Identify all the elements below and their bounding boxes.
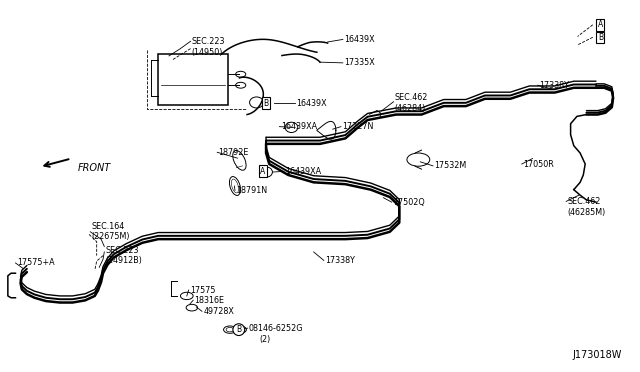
Text: 49728X: 49728X [204, 307, 234, 316]
Text: 17502Q: 17502Q [393, 198, 425, 206]
Text: FRONT: FRONT [77, 163, 111, 173]
Text: 17575: 17575 [190, 286, 216, 295]
Text: SEC.223: SEC.223 [106, 246, 139, 255]
Text: 08146-6252G: 08146-6252G [249, 324, 303, 333]
Text: (14912B): (14912B) [106, 256, 143, 265]
Text: (2): (2) [260, 335, 271, 344]
Text: 17532M: 17532M [434, 161, 467, 170]
Text: 17338Y: 17338Y [539, 81, 569, 90]
Text: B: B [236, 325, 241, 334]
Text: SEC.462: SEC.462 [395, 93, 428, 102]
Text: SEC.223: SEC.223 [192, 37, 225, 46]
Text: A: A [598, 20, 603, 29]
Text: B: B [598, 33, 603, 42]
Text: SEC.164: SEC.164 [92, 222, 125, 231]
Text: SEC.462: SEC.462 [568, 197, 601, 206]
Text: 17227N: 17227N [342, 122, 374, 131]
Text: (22675M): (22675M) [92, 232, 130, 241]
Text: 17050R: 17050R [523, 160, 554, 169]
Text: 17338Y: 17338Y [325, 256, 355, 265]
Text: 18792E: 18792E [218, 148, 249, 157]
Text: 18791N: 18791N [236, 186, 268, 195]
Text: 17335X: 17335X [344, 58, 375, 67]
Text: (46285M): (46285M) [568, 208, 605, 217]
Text: (14950): (14950) [192, 48, 223, 57]
Text: 18316E: 18316E [195, 296, 225, 305]
Text: 16439XA: 16439XA [285, 167, 321, 176]
Text: 17575+A: 17575+A [17, 259, 54, 267]
Text: A: A [260, 167, 266, 176]
Text: 16439XA: 16439XA [281, 122, 317, 131]
Text: J173018W: J173018W [572, 350, 621, 360]
Text: 16439X: 16439X [296, 99, 327, 108]
Text: 16439X: 16439X [344, 35, 375, 44]
Text: (46284): (46284) [395, 104, 426, 113]
Text: B: B [264, 99, 269, 108]
